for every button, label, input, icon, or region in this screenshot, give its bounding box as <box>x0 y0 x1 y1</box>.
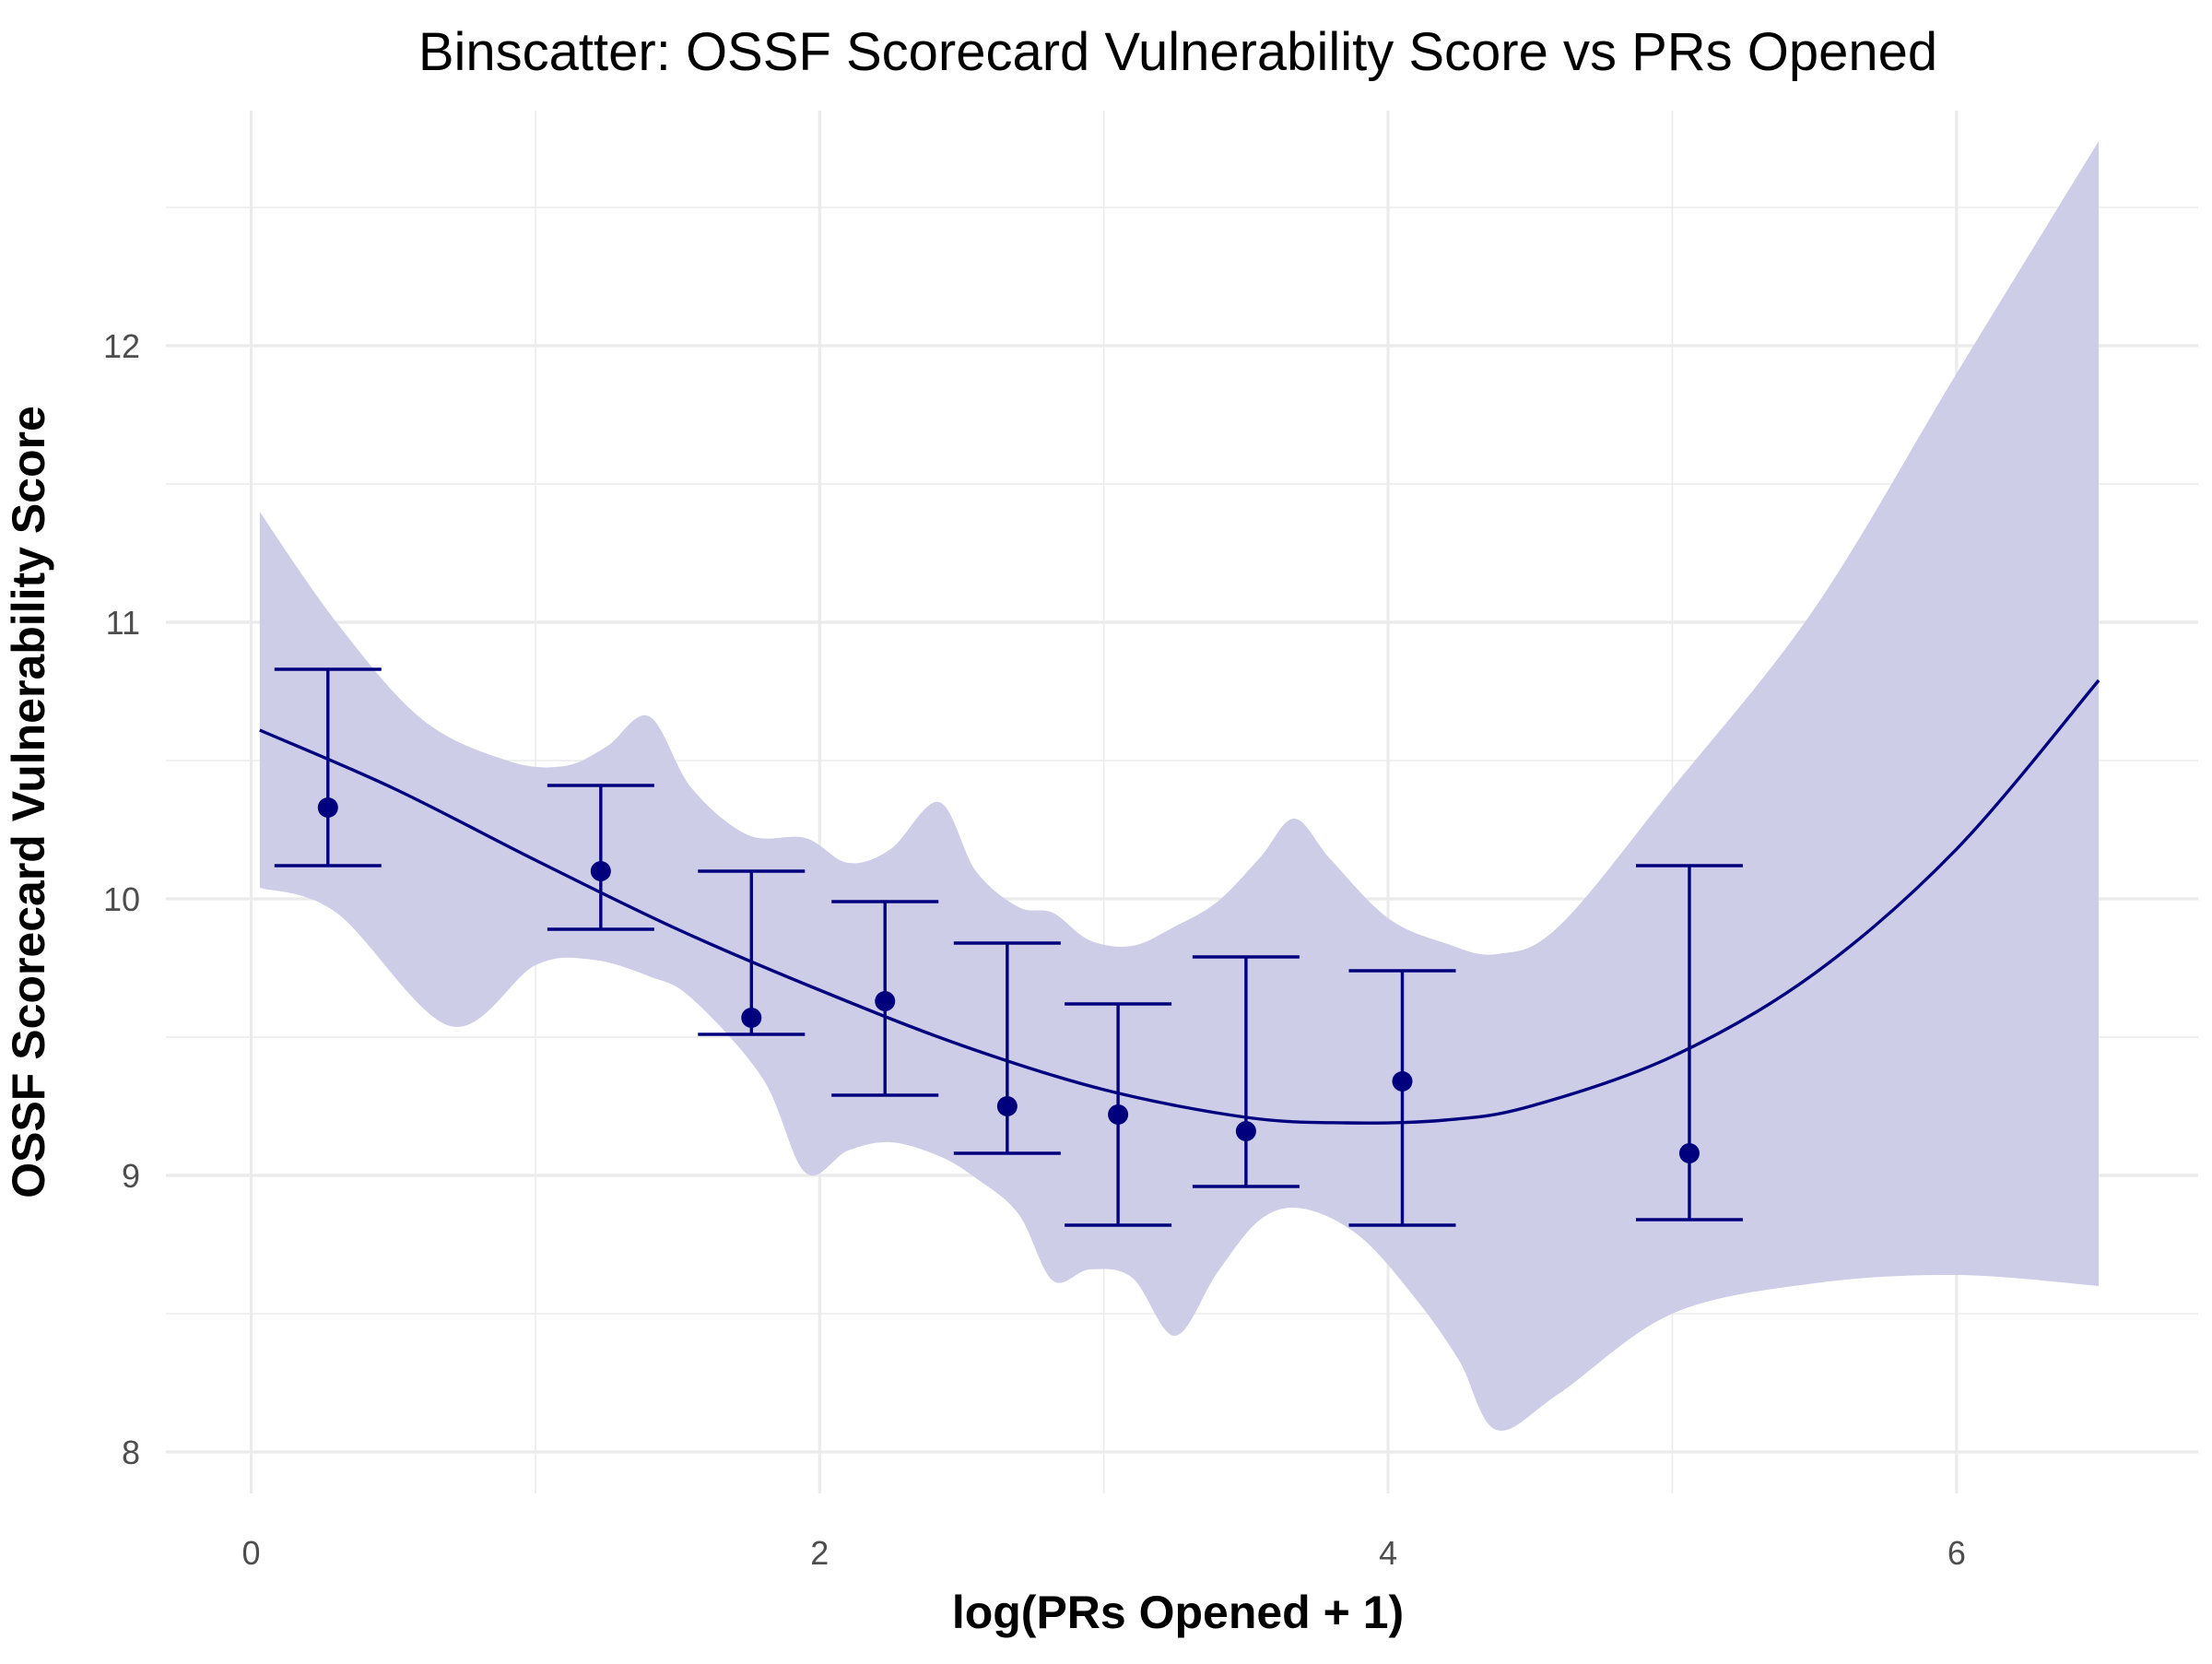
y-tick-label: 9 <box>122 1157 140 1195</box>
error-bar <box>1192 955 1300 1188</box>
error-bar <box>953 941 1061 1155</box>
points-layer <box>317 797 1700 1163</box>
error-bar <box>547 784 654 931</box>
y-tick-label: 8 <box>122 1434 140 1471</box>
x-tick-label: 0 <box>242 1534 261 1572</box>
error-bar <box>1348 969 1456 1227</box>
y-tick-labels: 8 9 10 11 12 <box>103 327 140 1471</box>
bin-point <box>996 1096 1018 1116</box>
x-tick-label: 6 <box>1947 1534 1966 1572</box>
y-tick-label: 11 <box>106 604 140 642</box>
x-tick-label: 4 <box>1379 1534 1397 1572</box>
y-tick-label: 10 <box>103 880 140 918</box>
bin-point <box>741 1008 762 1028</box>
y-axis-title: OSSF Scorecard Vulnerability Score <box>3 406 54 1198</box>
bin-point <box>1392 1071 1413 1092</box>
bin-point <box>1235 1121 1256 1141</box>
x-axis-title: log(PRs Opened + 1) <box>952 1587 1404 1638</box>
bin-point <box>1108 1104 1129 1125</box>
x-tick-labels: 0 2 4 6 <box>242 1534 1966 1572</box>
chart-title: Binscatter: OSSF Scorecard Vulnerability… <box>418 22 1937 82</box>
error-bar <box>698 869 806 1036</box>
error-bar <box>274 667 382 867</box>
bin-point <box>590 861 611 881</box>
error-bars-layer <box>274 667 1743 1227</box>
confidence-band-layer <box>259 141 2100 1431</box>
y-tick-label: 12 <box>103 327 140 365</box>
bin-point <box>317 797 338 818</box>
bin-point <box>1678 1143 1700 1163</box>
fit-line-layer <box>259 679 2100 1125</box>
fit-line <box>259 679 2100 1125</box>
bin-point <box>875 991 896 1011</box>
confidence-band <box>259 141 2100 1431</box>
x-tick-label: 2 <box>810 1534 829 1572</box>
